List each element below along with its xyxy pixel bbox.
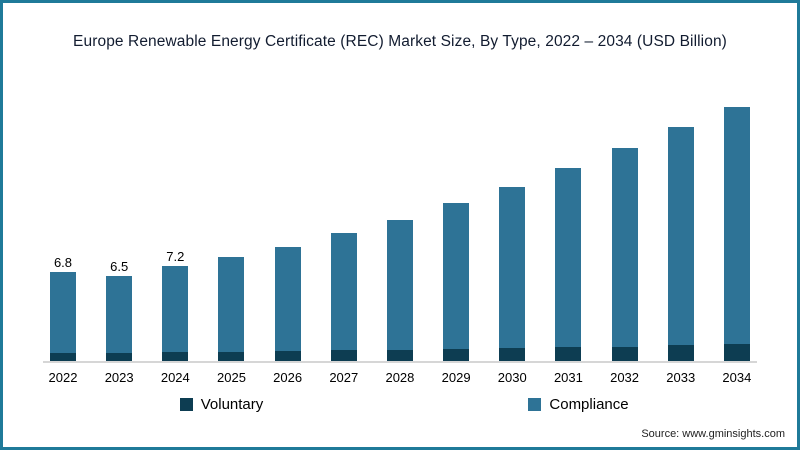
voluntary-segment bbox=[443, 349, 470, 361]
voluntary-segment bbox=[386, 349, 413, 361]
compliance-segment bbox=[162, 266, 189, 353]
bar-column bbox=[268, 229, 308, 361]
bar-2034 bbox=[723, 107, 750, 361]
compliance-segment bbox=[50, 271, 76, 354]
x-tick-label: 2032 bbox=[610, 370, 640, 385]
bar-2025 bbox=[218, 257, 245, 361]
x-tick-label: 2034 bbox=[722, 370, 752, 385]
compliance-segment bbox=[555, 167, 582, 348]
bar-column: 7.2 bbox=[155, 248, 195, 361]
bar-column: 6.5 bbox=[99, 258, 139, 361]
bar-2022 bbox=[50, 271, 76, 361]
bar-column bbox=[548, 150, 588, 361]
x-tick-label: 2025 bbox=[217, 370, 246, 385]
legend-label-compliance: Compliance bbox=[549, 396, 629, 413]
voluntary-segment bbox=[667, 345, 694, 361]
bar-column bbox=[492, 169, 532, 361]
voluntary-segment bbox=[611, 346, 638, 361]
bar-2030 bbox=[499, 187, 526, 361]
compliance-segment bbox=[330, 233, 357, 351]
bar-2026 bbox=[274, 246, 301, 361]
voluntary-segment bbox=[555, 347, 582, 361]
voluntary-segment bbox=[50, 353, 76, 361]
bar-value-label: 6.8 bbox=[53, 254, 73, 270]
legend-item-voluntary: Voluntary bbox=[43, 396, 400, 413]
voluntary-segment bbox=[218, 351, 245, 361]
compliance-segment bbox=[386, 220, 413, 350]
voluntary-segment bbox=[499, 347, 526, 361]
compliance-segment bbox=[443, 203, 470, 350]
bar-column: 6.8 bbox=[43, 254, 83, 361]
compliance-segment bbox=[218, 257, 245, 352]
x-tick-label: 2023 bbox=[104, 370, 134, 385]
bar-value-label: 7.2 bbox=[166, 249, 185, 265]
x-tick-label: 2026 bbox=[273, 370, 303, 385]
bar-2029 bbox=[443, 203, 470, 361]
chart-title: Europe Renewable Energy Certificate (REC… bbox=[73, 33, 727, 50]
bar-column bbox=[717, 89, 757, 361]
bar-value-label: 6.5 bbox=[110, 258, 129, 274]
bar-column bbox=[605, 130, 645, 361]
plot-area: 6.8 6.5 7.2 2022 2023 2024 2025 2026 2027 2028 20… bbox=[43, 98, 757, 385]
bar-column bbox=[661, 109, 701, 361]
bar-2033 bbox=[667, 126, 694, 361]
x-tick-label: 2033 bbox=[666, 370, 696, 385]
bar-2023 bbox=[106, 275, 133, 361]
x-tick-label: 2030 bbox=[497, 370, 527, 385]
bar-column bbox=[436, 185, 476, 361]
compliance-segment bbox=[274, 246, 301, 352]
x-tick-label: 2029 bbox=[441, 370, 471, 385]
x-tick-label: 2028 bbox=[385, 370, 415, 385]
legend-label-voluntary: Voluntary bbox=[200, 396, 264, 413]
bar-column bbox=[324, 215, 364, 361]
voluntary-segment bbox=[330, 350, 357, 361]
x-tick-label: 2027 bbox=[329, 370, 359, 385]
bar-2027 bbox=[330, 233, 357, 361]
compliance-swatch-icon bbox=[528, 398, 542, 411]
x-tick-label: 2022 bbox=[48, 370, 78, 385]
bar-2024 bbox=[162, 266, 189, 361]
bar-2028 bbox=[386, 220, 413, 361]
source-attribution: Source: www.gminsights.com bbox=[641, 428, 785, 440]
compliance-segment bbox=[667, 126, 694, 346]
chart-legend: Voluntary Compliance bbox=[43, 396, 757, 413]
x-axis-labels: 2022 2023 2024 2025 2026 2027 2028 2029 2030 2031… bbox=[43, 370, 757, 385]
bars-container: 6.8 6.5 7.2 bbox=[43, 98, 757, 363]
compliance-segment bbox=[723, 107, 750, 344]
voluntary-segment bbox=[106, 353, 133, 361]
voluntary-swatch-icon bbox=[179, 398, 193, 411]
x-tick-label: 2024 bbox=[160, 370, 190, 385]
bar-2031 bbox=[555, 167, 582, 361]
x-tick-label: 2031 bbox=[553, 370, 583, 385]
compliance-segment bbox=[106, 275, 133, 354]
bar-2032 bbox=[611, 147, 638, 361]
compliance-segment bbox=[499, 187, 526, 348]
voluntary-segment bbox=[723, 343, 750, 361]
voluntary-segment bbox=[162, 352, 189, 361]
compliance-segment bbox=[611, 147, 638, 347]
legend-item-compliance: Compliance bbox=[400, 396, 757, 413]
bar-column bbox=[211, 239, 251, 361]
voluntary-segment bbox=[274, 351, 301, 361]
bar-column bbox=[380, 202, 420, 361]
